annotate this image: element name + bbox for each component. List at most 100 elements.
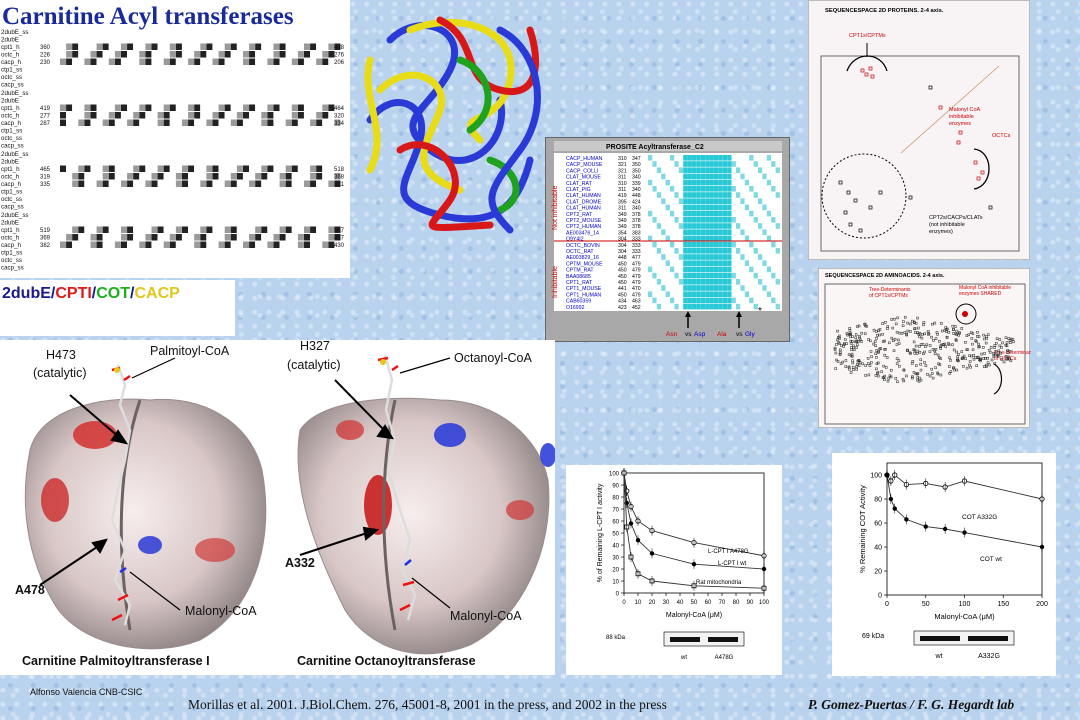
- alignment-cell: [66, 219, 73, 226]
- alignment-cell: [72, 119, 79, 126]
- prosite-cell: [736, 272, 741, 279]
- prosite-row-end: 463: [632, 299, 641, 305]
- prosite-cell: [652, 223, 657, 229]
- alignment-cell: [218, 234, 225, 241]
- alignment-cell: [249, 119, 256, 126]
- alignment-cell: [145, 43, 152, 50]
- prosite-cell: [744, 260, 750, 266]
- seq2daa-point: [856, 363, 859, 366]
- side-label-inhibitable: Inhibitable: [552, 266, 559, 298]
- prosite-cell: [736, 266, 741, 273]
- seq2daa-point: [886, 325, 889, 328]
- alignment-cell: [273, 226, 280, 233]
- alignment-end-num: 276: [334, 53, 345, 59]
- prosite-cell: [758, 235, 763, 242]
- prosite-cell: [696, 266, 701, 273]
- prosite-row-start: 321: [618, 168, 627, 174]
- prosite-row-end: 452: [632, 305, 641, 311]
- prosite-row-name: CLAT_DROME: [566, 199, 602, 205]
- prosite-cell: [740, 266, 745, 273]
- prosite-cell: [678, 179, 684, 186]
- alignment-cell: [114, 104, 121, 111]
- alignment-cell: [285, 58, 292, 65]
- seq2daa-point: [945, 330, 948, 333]
- prosite-cell: [656, 279, 662, 285]
- alignment-cell: [127, 219, 134, 226]
- seq2daa-point: [891, 326, 895, 330]
- prosite-row-start: 310: [618, 156, 627, 162]
- prosite-cell: [678, 167, 684, 173]
- prosite-cell: [758, 167, 763, 173]
- alignment-cell: [114, 36, 121, 43]
- prosite-cell: [749, 241, 754, 248]
- alignment-cell: [102, 173, 109, 180]
- seq2d-cpt1-label: CPT1s/CPTMs: [849, 33, 886, 39]
- prosite-cell: [758, 303, 763, 310]
- seq2daa-point: [993, 344, 997, 347]
- seq2daa-point: [951, 324, 955, 328]
- prosite-cell: [696, 303, 701, 310]
- prosite-row-name: CPT2_HUMAN: [566, 224, 601, 230]
- prosite-cell: [740, 161, 745, 167]
- prosite-cell: [753, 279, 758, 285]
- alignment-cell: [78, 36, 85, 43]
- alignment-cell: [188, 180, 195, 187]
- prosite-cell: [705, 279, 710, 285]
- alignment-cell: [334, 119, 341, 126]
- alignment-cell: [139, 51, 146, 58]
- alignment-cell: [114, 180, 121, 187]
- alignment-cell: [310, 112, 317, 119]
- prosite-cell: [762, 248, 767, 254]
- prosite-cell: [687, 192, 692, 198]
- alignment-cell: [224, 165, 231, 172]
- alignment-cell: [200, 234, 207, 241]
- prosite-cell: [731, 285, 736, 291]
- seq2daa-point: [960, 327, 964, 330]
- alignment-cell: [200, 226, 207, 233]
- prosite-cell: [665, 179, 670, 186]
- prosite-row-start: 311: [618, 187, 626, 193]
- seq2daa-point: [1000, 346, 1003, 349]
- alignment-cell: [218, 51, 225, 58]
- prosite-cell: [718, 186, 723, 192]
- alignment-row-label: cacp_ss: [1, 265, 24, 272]
- seq2daa-point: [940, 322, 943, 325]
- prosite-row-name: CLAT_HUMAN: [566, 193, 601, 199]
- prosite-cell: [678, 173, 684, 180]
- prosite-cell: [705, 297, 710, 304]
- alignment-cell: [200, 219, 207, 226]
- prosite-cell: [766, 279, 772, 285]
- alignment-cell: [84, 119, 91, 126]
- alignment-cell: [96, 119, 103, 126]
- seq2daa-point: [992, 351, 995, 355]
- alignment-cell: [163, 112, 170, 119]
- seq2daa-point: [920, 336, 924, 340]
- alignment-cell: [90, 97, 97, 104]
- alignment-cell: [261, 234, 268, 241]
- prosite-cell: [740, 235, 745, 242]
- seq2daa-point: [931, 322, 934, 326]
- alignment-row-label: cpt1_h: [1, 166, 20, 173]
- prosite-cell: [736, 179, 741, 186]
- seq2daa-point: [836, 360, 840, 363]
- prosite-cell: [753, 291, 758, 297]
- alignment-row-label: 2dubE: [1, 220, 19, 227]
- alignment-cell: [243, 219, 249, 226]
- prosite-cell: [753, 204, 758, 211]
- prosite-cell: [674, 229, 679, 235]
- prosite-cell: [731, 204, 736, 211]
- alignment-cell: [145, 219, 152, 226]
- prosite-cell: [683, 260, 688, 266]
- prosite-cell: [753, 173, 758, 180]
- alignment-cell: [145, 104, 152, 111]
- prosite-cell: [749, 266, 754, 273]
- alignment-cell: [121, 165, 127, 172]
- prosite-cell: [775, 291, 780, 297]
- prosite-cell: [753, 186, 758, 192]
- alignment-cell: [236, 58, 243, 65]
- prosite-cell: [722, 260, 728, 266]
- alignment-cell: [102, 234, 109, 241]
- seq2daa-point: [855, 340, 859, 343]
- alignment-cell: [297, 119, 304, 126]
